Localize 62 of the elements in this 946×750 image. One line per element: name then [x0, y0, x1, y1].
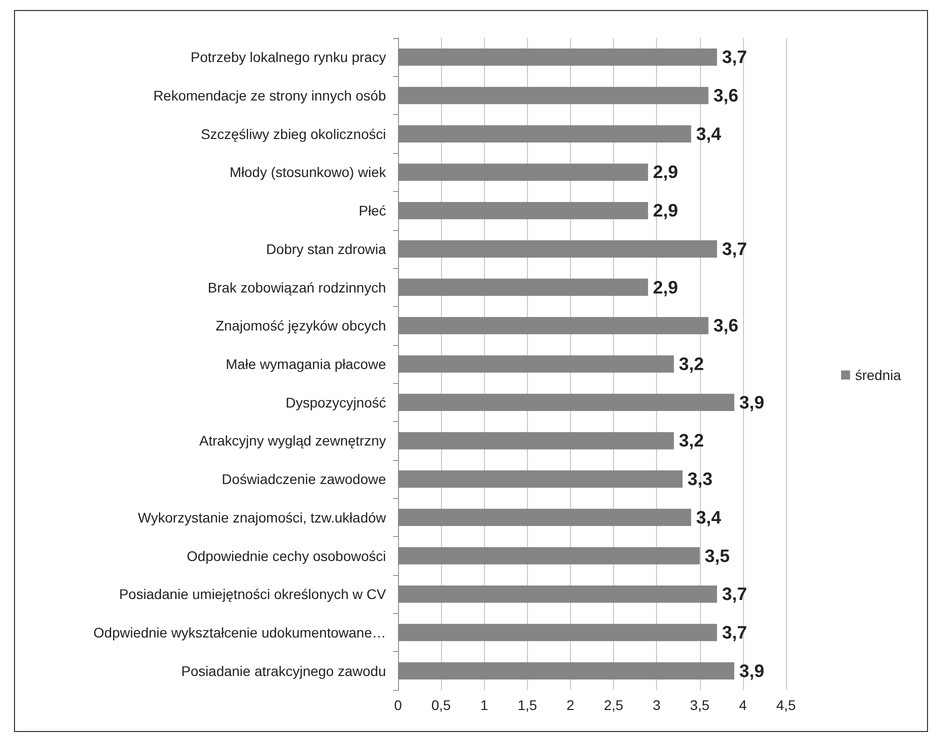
bar [398, 470, 683, 488]
y-tick-label: Dyspozycyjność [286, 394, 386, 410]
bar [398, 624, 718, 642]
data-label: 3,9 [739, 392, 764, 412]
bar [398, 508, 692, 526]
y-tick-label: Doświadczenie zawodowe [222, 471, 386, 488]
x-tick-label: 4 [738, 697, 747, 713]
y-tick-label: Dobry stan zdrowia [266, 240, 386, 257]
bar [398, 202, 648, 220]
y-tick-label: Posiadanie umiejętności określonych w CV [119, 586, 387, 602]
data-label: 3,4 [696, 507, 722, 528]
data-label: 3,2 [678, 354, 704, 374]
bar [398, 394, 734, 411]
data-label: 3,7 [722, 584, 748, 604]
bar [398, 585, 718, 603]
x-tick-label: 0 [394, 697, 402, 713]
y-tick-label: Płeć [358, 202, 386, 219]
x-tick-label: 0,5 [431, 697, 452, 713]
data-label: 3,7 [722, 238, 748, 259]
bar [398, 355, 674, 373]
data-label: 3,6 [713, 86, 738, 106]
data-label: 3,3 [688, 469, 713, 490]
bar [398, 164, 648, 181]
data-label: 3,5 [704, 546, 730, 566]
bar [398, 547, 700, 564]
x-tick-label: 1 [480, 697, 488, 713]
x-tick-label: 4,5 [776, 697, 796, 713]
y-tick-label: Szczęśliwy zbieg okoliczności [200, 126, 386, 142]
y-tick-label: Posiadanie atrakcyjnego zawodu [181, 662, 386, 679]
data-label: 2,9 [653, 162, 678, 182]
data-label: 3,7 [722, 622, 748, 642]
legend-label: średnia [855, 367, 902, 383]
x-tick-label: 1,5 [518, 697, 538, 713]
bar [398, 278, 648, 296]
y-tick-label: Atrakcyjny wygląd zewnętrzny [199, 432, 386, 449]
data-label: 3,4 [696, 124, 722, 144]
y-tick-label: Odpwiednie wykształcenie udokumentowane… [93, 624, 386, 640]
bar [398, 86, 708, 104]
data-label: 3,7 [722, 47, 748, 68]
bar [398, 48, 718, 66]
bar [398, 662, 734, 680]
bar [398, 240, 718, 258]
x-tick-label: 2,5 [604, 697, 624, 713]
data-label: 3,9 [739, 660, 764, 681]
data-label: 3,2 [678, 430, 704, 451]
data-label: 2,9 [653, 200, 678, 221]
bar [398, 125, 692, 143]
y-tick-label: Odpowiednie cechy osobowości [186, 548, 386, 564]
x-tick-label: 3 [652, 697, 661, 713]
data-label: 2,9 [653, 277, 678, 298]
y-tick-label: Potrzeby lokalnego rynku pracy [190, 49, 386, 66]
y-tick-label: Rekomendacje ze strony innych osób [153, 88, 386, 104]
data-label: 3,6 [713, 316, 738, 336]
bar [398, 432, 674, 450]
bar [398, 317, 708, 334]
y-tick-label: Wykorzystanie znajomości, tzw.układów [138, 509, 387, 526]
x-tick-label: 3,5 [690, 697, 710, 713]
y-tick-label: Młody (stosunkowo) wiek [230, 164, 387, 180]
x-tick-label: 2 [566, 697, 575, 713]
y-tick-label: Znajomość języków obcych [216, 318, 386, 334]
y-tick-label: Małe wymagania płacowe [226, 356, 386, 372]
y-tick-label: Brak zobowiązań rodzinnych [208, 279, 386, 296]
